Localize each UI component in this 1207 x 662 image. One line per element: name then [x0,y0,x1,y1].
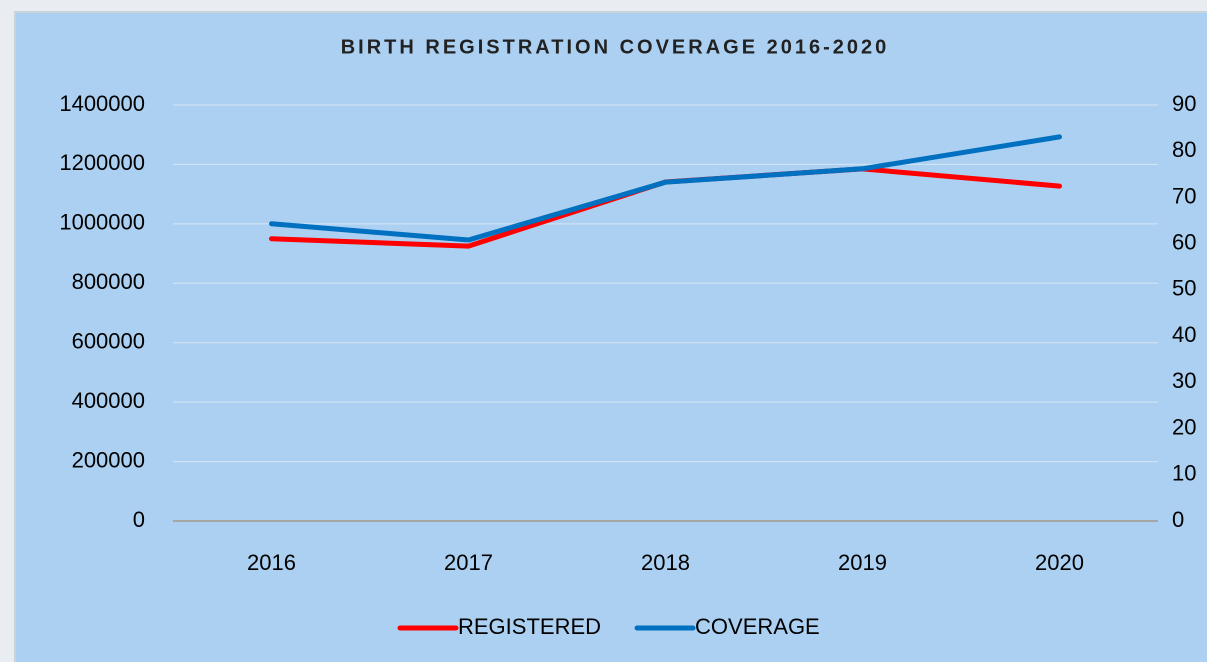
x-tick-label: 2019 [838,550,887,575]
y-tick-label: 1400000 [59,91,145,116]
x-tick-label: 2018 [641,550,690,575]
y2-tick-label: 60 [1172,229,1196,254]
y2-tick-label: 10 [1172,461,1196,486]
legend-label: COVERAGE [695,614,820,639]
y2-tick-label: 90 [1172,91,1196,116]
chart-title: BIRTH REGISTRATION COVERAGE 2016-2020 [341,36,890,58]
x-tick-label: 2016 [247,550,296,575]
y-tick-label: 600000 [72,329,145,354]
y2-tick-label: 80 [1172,137,1196,162]
y-tick-label: 200000 [72,447,145,472]
y2-tick-label: 70 [1172,183,1196,208]
x-tick-label: 2020 [1035,550,1084,575]
legend-label: REGISTERED [458,614,601,639]
y-tick-label: 400000 [72,388,145,413]
y-tick-label: 0 [133,507,145,532]
y2-tick-label: 30 [1172,368,1196,393]
y2-tick-label: 20 [1172,414,1196,439]
y-tick-label: 1000000 [59,210,145,235]
line-series [269,134,1062,243]
chart-area [14,11,1207,662]
y-tick-label: 800000 [72,269,145,294]
y2-tick-label: 0 [1172,507,1184,532]
y2-tick-label: 40 [1172,322,1196,347]
x-tick-label: 2017 [444,550,493,575]
y-tick-label: 1200000 [59,150,145,175]
y2-tick-label: 50 [1172,276,1196,301]
